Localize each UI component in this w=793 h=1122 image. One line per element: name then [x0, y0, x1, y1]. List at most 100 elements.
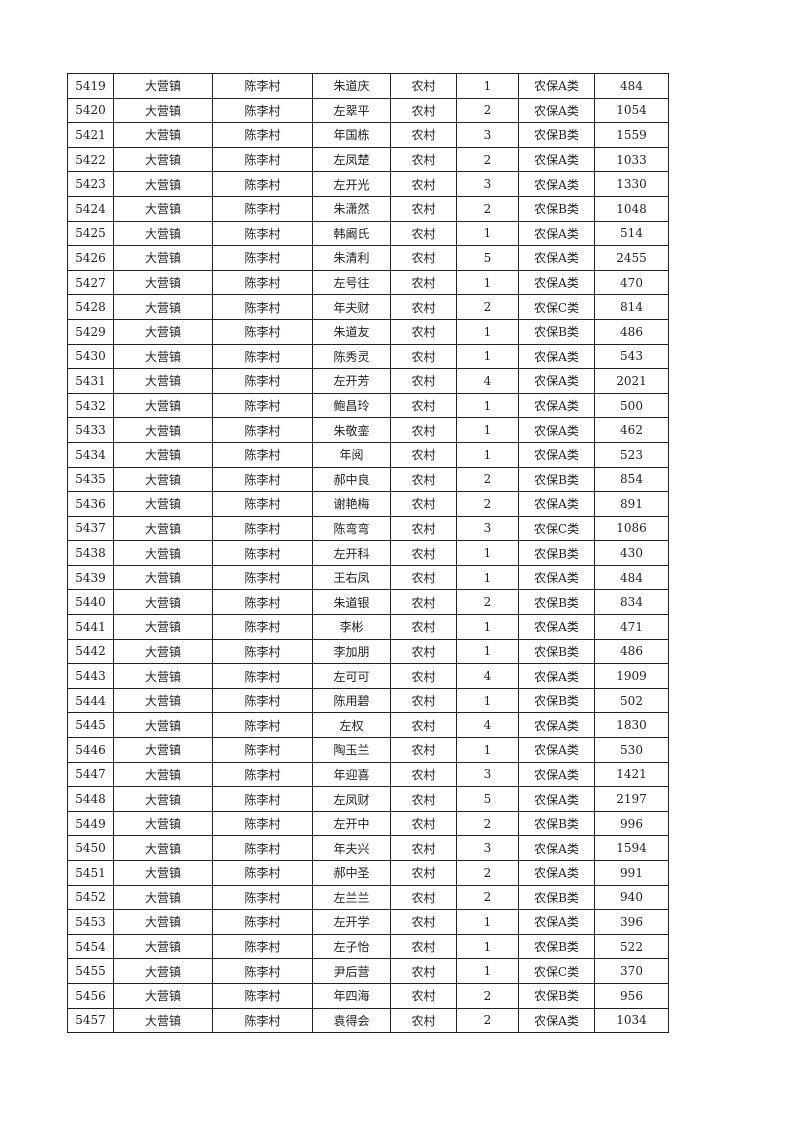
cell-category: 农保B类: [518, 687, 595, 714]
cell-id: 5431: [67, 368, 114, 394]
cell-town: 大营镇: [113, 933, 213, 960]
cell-category: 农保A类: [518, 663, 595, 689]
cell-id: 5438: [67, 540, 114, 566]
cell-type: 农村: [390, 687, 457, 714]
table-row: 5436 大营镇 陈李村 谢艳梅 农村 2 农保A类 891: [67, 491, 669, 517]
cell-amount: 1034: [594, 1007, 669, 1034]
cell-type: 农村: [390, 195, 457, 222]
cell-id: 5437: [67, 515, 114, 542]
cell-village: 陈李村: [212, 663, 313, 689]
cell-id: 5453: [67, 909, 114, 935]
cell-name: 鲍昌玲: [312, 392, 391, 419]
cell-town: 大营镇: [113, 687, 213, 714]
cell-category: 农保B类: [518, 884, 595, 911]
cell-type: 农村: [390, 663, 457, 689]
cell-amount: 956: [594, 982, 669, 1009]
table-row: 5432 大营镇 陈李村 鲍昌玲 农村 1 农保A类 500: [67, 392, 669, 419]
cell-category: 农保A类: [518, 269, 595, 296]
table-row: 5456 大营镇 陈李村 年四海 农村 2 农保B类 956: [67, 982, 669, 1009]
cell-name: 谢艳梅: [312, 491, 391, 517]
cell-name: 李加朋: [312, 638, 391, 665]
cell-amount: 523: [594, 441, 669, 468]
cell-count: 3: [456, 835, 519, 861]
cell-id: 5444: [67, 687, 114, 714]
table-row: 5441 大营镇 陈李村 李彬 农村 1 农保A类 471: [67, 614, 669, 640]
cell-amount: 462: [594, 417, 669, 443]
cell-town: 大营镇: [113, 294, 213, 320]
table-row: 5434 大营镇 陈李村 年阅 农村 1 农保A类 523: [67, 441, 669, 468]
cell-village: 陈李村: [212, 97, 313, 124]
cell-count: 2: [456, 810, 519, 837]
cell-village: 陈李村: [212, 515, 313, 542]
table-row: 5420 大营镇 陈李村 左翠平 农村 2 农保A类 1054: [67, 97, 669, 124]
cell-id: 5429: [67, 318, 114, 345]
cell-name: 左可可: [312, 663, 391, 689]
cell-category: 农保A类: [518, 368, 595, 394]
cell-name: 陈弯弯: [312, 515, 391, 542]
cell-name: 左兰兰: [312, 884, 391, 911]
cell-amount: 854: [594, 466, 669, 493]
cell-amount: 2197: [594, 786, 669, 812]
cell-amount: 1033: [594, 146, 669, 173]
cell-village: 陈李村: [212, 786, 313, 812]
cell-town: 大营镇: [113, 368, 213, 394]
table-row: 5450 大营镇 陈李村 年夫兴 农村 3 农保A类 1594: [67, 835, 669, 861]
cell-name: 年夫财: [312, 294, 391, 320]
cell-count: 5: [456, 786, 519, 812]
cell-id: 5434: [67, 441, 114, 468]
cell-type: 农村: [390, 122, 457, 148]
cell-name: 尹后营: [312, 958, 391, 984]
cell-amount: 1048: [594, 195, 669, 222]
cell-village: 陈李村: [212, 491, 313, 517]
cell-count: 2: [456, 491, 519, 517]
cell-town: 大营镇: [113, 392, 213, 419]
table-row: 5439 大营镇 陈李村 王右凤 农村 1 农保A类 484: [67, 564, 669, 591]
cell-type: 农村: [390, 810, 457, 837]
cell-village: 陈李村: [212, 712, 313, 739]
cell-name: 左凤楚: [312, 146, 391, 173]
cell-count: 1: [456, 318, 519, 345]
cell-type: 农村: [390, 73, 457, 99]
cell-amount: 1830: [594, 712, 669, 739]
cell-village: 陈李村: [212, 835, 313, 861]
cell-amount: 991: [594, 860, 669, 886]
cell-id: 5435: [67, 466, 114, 493]
cell-village: 陈李村: [212, 1007, 313, 1034]
cell-village: 陈李村: [212, 933, 313, 960]
cell-category: 农保A类: [518, 220, 595, 247]
cell-type: 农村: [390, 515, 457, 542]
cell-type: 农村: [390, 245, 457, 271]
table-row: 5425 大营镇 陈李村 韩阚氏 农村 1 农保A类 514: [67, 220, 669, 247]
table-row: 5452 大营镇 陈李村 左兰兰 农村 2 农保B类 940: [67, 884, 669, 911]
cell-town: 大营镇: [113, 97, 213, 124]
cell-type: 农村: [390, 638, 457, 665]
table-row: 5419 大营镇 陈李村 朱道庆 农村 1 农保A类 484: [67, 73, 669, 99]
table-row: 5427 大营镇 陈李村 左号往 农村 1 农保A类 470: [67, 269, 669, 296]
cell-amount: 430: [594, 540, 669, 566]
cell-town: 大营镇: [113, 835, 213, 861]
cell-count: 1: [456, 343, 519, 370]
cell-category: 农保A类: [518, 97, 595, 124]
cell-name: 年迎喜: [312, 761, 391, 788]
cell-type: 农村: [390, 786, 457, 812]
cell-village: 陈李村: [212, 343, 313, 370]
cell-id: 5441: [67, 614, 114, 640]
cell-amount: 502: [594, 687, 669, 714]
cell-id: 5432: [67, 392, 114, 419]
cell-amount: 543: [594, 343, 669, 370]
cell-name: 袁得会: [312, 1007, 391, 1034]
cell-name: 朱道庆: [312, 73, 391, 99]
cell-village: 陈李村: [212, 392, 313, 419]
cell-type: 农村: [390, 933, 457, 960]
cell-village: 陈李村: [212, 564, 313, 591]
cell-type: 农村: [390, 614, 457, 640]
cell-name: 朱道友: [312, 318, 391, 345]
cell-town: 大营镇: [113, 860, 213, 886]
cell-count: 2: [456, 294, 519, 320]
cell-village: 陈李村: [212, 638, 313, 665]
cell-town: 大营镇: [113, 737, 213, 763]
cell-name: 左号往: [312, 269, 391, 296]
cell-amount: 486: [594, 638, 669, 665]
cell-village: 陈李村: [212, 294, 313, 320]
cell-village: 陈李村: [212, 958, 313, 984]
